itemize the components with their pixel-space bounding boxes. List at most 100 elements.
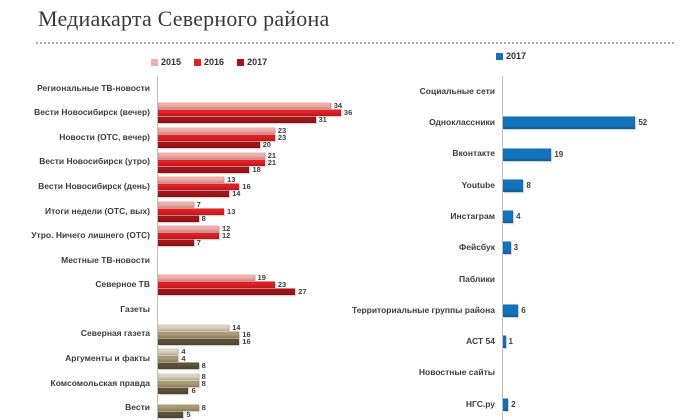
category-label: Одноклассники [429,117,495,128]
bar-2015 [158,126,275,134]
value-label: 6 [521,305,526,315]
bar-2017 [158,140,260,148]
bar-2016 [158,379,199,387]
bar-line: 5 [158,410,345,420]
bar-line: 1 [503,335,642,349]
value-label: 21 [267,157,277,167]
category-row: Утро. Ничего лишнего (ОТС) 12 12 7 [0,223,345,249]
category-row: АСТ 54 1 [350,326,642,358]
value-label: 4 [181,354,186,364]
bar-2017 [158,239,194,247]
bars-area: 34 36 31 [157,100,352,126]
bar-line: 12 [158,224,345,233]
bars-area: 1 [502,326,642,358]
bar-line: 12 [158,231,345,240]
bar-2017 [158,362,199,370]
bar-line: 8 [158,403,345,413]
value-label: 14 [232,189,241,199]
bar-2017 [503,210,514,224]
bar-line: 7 [158,200,345,209]
category-row: Итоги недели (ОТС, вых) 7 13 8 [0,198,345,224]
value-label: 16 [242,329,251,339]
title-divider [36,42,674,44]
bar-line: 4 [158,347,345,356]
bar-2015 [158,323,230,331]
value-label: 16 [242,336,251,346]
bar-2016 [158,404,199,412]
bars-area: 8 [502,169,642,202]
section-row: Социальные сети [350,76,642,108]
bars-area: 12 12 7 [157,223,345,249]
category-row: Вести Новосибирск (вечер) 34 36 31 [0,100,352,126]
bars-area [502,76,642,108]
section-label: Газеты [120,303,150,314]
bar-line: 13 [158,175,345,184]
legend-item: 2017 [496,51,526,61]
value-label: 18 [252,164,261,174]
category-label: Новости (ОТС, вечер) [59,131,150,142]
legend-swatch [496,52,503,60]
category-label: НГС.ру [465,398,495,409]
bar-2017 [158,288,296,296]
bar-line: 14 [158,189,345,199]
bar-2016 [158,158,265,166]
bar-line: 8 [158,361,345,370]
section-label: Социальные сети [419,85,495,96]
bar-2016 [158,281,275,289]
bar-2015 [158,200,194,208]
category-row: Новости (ОТС, вечер) 23 23 20 [0,125,345,150]
bar-2017 [503,335,506,349]
category-label: Вконтакте [452,148,495,159]
value-label: 34 [333,101,343,111]
bar-line: 23 [158,126,345,135]
value-label: 1 [508,337,513,347]
bar-2017 [503,303,519,317]
section-row: Местные ТВ-новости [0,248,345,273]
value-label: 23 [277,280,287,290]
bar-line: 18 [158,164,345,174]
category-row: Северная газета 14 16 16 [0,321,345,347]
category-row: Территориальные группы района 6 [350,294,642,327]
tv-press-chart: Региональные ТВ-новости Вести Новосибирск… [0,76,352,420]
value-label: 5 [186,410,191,420]
category-row: Фейсбук 3 [350,232,642,264]
category-row: Инстаграм 4 [350,201,642,233]
section-label: Паблики [459,273,495,284]
bar-2015 [158,151,265,159]
bar-line: 2 [503,397,642,411]
value-label: 8 [201,403,206,413]
value-label: 2 [511,399,516,409]
bar-2017 [158,386,189,394]
bar-line: 7 [158,238,345,247]
category-label: Вести Новосибирск (вечер) [34,107,150,118]
bar-line: 3 [503,241,642,255]
bar-2015 [158,274,255,282]
bar-2017 [158,337,240,345]
category-label: Вести Новосибирск (день) [38,180,150,191]
category-label: Утро. Ничего лишнего (ОТС) [31,230,150,241]
bar-2016 [158,109,341,117]
bar-line: 4 [503,210,642,224]
bar-line: 16 [158,182,345,191]
bars-area: 4 [502,201,642,233]
category-row: Youtube 8 [350,169,642,202]
legend-online: 2017 [496,51,526,61]
section-row: Региональные ТВ-новости [0,76,345,101]
value-label: 20 [262,139,271,149]
value-label: 19 [257,273,266,283]
category-label: Северная газета [80,328,150,339]
legend-tv-press: 2015 2016 2017 [151,57,267,67]
section-row: Паблики [350,263,642,295]
category-row: Одноклассники 52 [350,107,647,139]
value-label: 31 [318,115,327,125]
bar-line: 20 [158,139,345,149]
category-label: Аргументы и факты [65,352,150,363]
bar-line: 14 [158,323,345,332]
category-label: Фейсбук [459,242,495,253]
bar-line: 6 [158,386,345,395]
bars-area [157,297,345,322]
category-row: Вести Новосибирск (утро) 21 21 18 [0,149,345,175]
legend-label: 2017 [247,57,268,67]
